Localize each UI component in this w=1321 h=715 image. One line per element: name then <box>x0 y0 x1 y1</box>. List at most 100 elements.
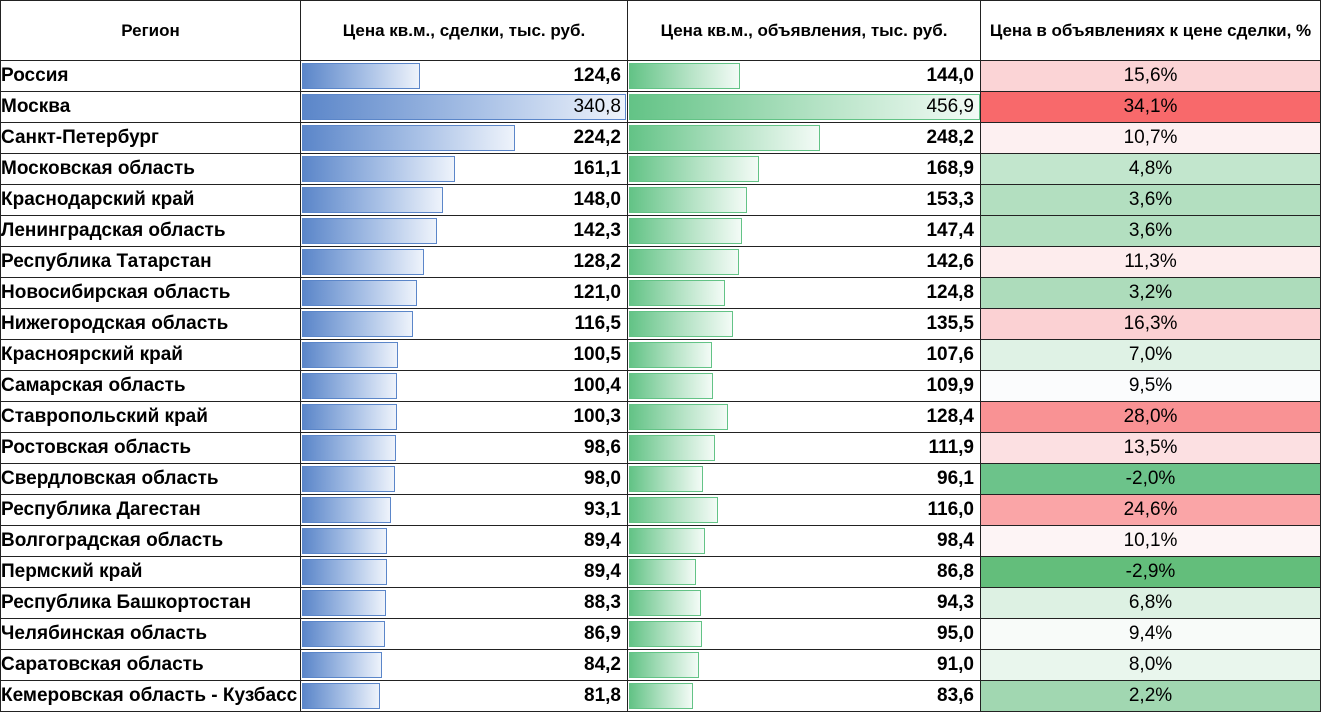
ad-price-cell: 128,4 <box>627 401 981 433</box>
table-row: Новосибирская область 121,0 124,8 3,2% <box>0 277 1321 309</box>
ratio-cell: 15,6% <box>980 60 1321 92</box>
table-row: Челябинская область 86,9 95,0 9,4% <box>0 618 1321 650</box>
table-row: Московская область 161,1 168,9 4,8% <box>0 153 1321 185</box>
ad-price-value: 107,6 <box>926 344 974 365</box>
deal-price-cell: 88,3 <box>300 587 628 619</box>
ad-price-value: 124,8 <box>926 282 974 303</box>
deal-price-cell: 148,0 <box>300 184 628 216</box>
deal-price-bar <box>302 218 437 244</box>
ratio-cell: 10,7% <box>980 122 1321 154</box>
deal-price-value: 121,0 <box>573 282 621 303</box>
header-ad-price: Цена кв.м., объявления, тыс. руб. <box>627 0 981 61</box>
deal-price-cell: 224,2 <box>300 122 628 154</box>
table-row: Красноярский край 100,5 107,6 7,0% <box>0 339 1321 371</box>
region-cell: Кемеровская область - Кузбасс <box>0 680 301 712</box>
ad-price-cell: 109,9 <box>627 370 981 402</box>
deal-price-bar <box>302 125 515 151</box>
deal-price-value: 340,8 <box>573 96 621 117</box>
deal-price-bar <box>302 249 424 275</box>
deal-price-cell: 124,6 <box>300 60 628 92</box>
ratio-cell: 16,3% <box>980 308 1321 340</box>
ad-price-bar <box>629 63 740 89</box>
region-cell: Саратовская область <box>0 649 301 681</box>
ad-price-bar <box>629 125 820 151</box>
table-row: Ростовская область 98,6 111,9 13,5% <box>0 432 1321 464</box>
ad-price-bar <box>629 435 715 461</box>
deal-price-value: 84,2 <box>584 654 621 675</box>
ad-price-cell: 168,9 <box>627 153 981 185</box>
deal-price-bar <box>302 342 398 368</box>
ad-price-value: 91,0 <box>937 654 974 675</box>
region-cell: Санкт-Петербург <box>0 122 301 154</box>
deal-price-bar <box>302 404 397 430</box>
region-cell: Республика Башкортостан <box>0 587 301 619</box>
deal-price-cell: 98,6 <box>300 432 628 464</box>
ad-price-cell: 111,9 <box>627 432 981 464</box>
table-body: Россия 124,6 144,0 15,6% Москва 340,8 456,9 34,… <box>0 60 1321 712</box>
region-cell: Ростовская область <box>0 432 301 464</box>
ad-price-bar <box>629 683 693 709</box>
ad-price-value: 135,5 <box>926 313 974 334</box>
table-row: Санкт-Петербург 224,2 248,2 10,7% <box>0 122 1321 154</box>
ad-price-bar <box>629 280 725 306</box>
deal-price-value: 89,4 <box>584 530 621 551</box>
deal-price-bar <box>302 311 413 337</box>
region-cell: Пермский край <box>0 556 301 588</box>
deal-price-value: 128,2 <box>573 251 621 272</box>
ratio-cell: 24,6% <box>980 494 1321 526</box>
table-row: Самарская область 100,4 109,9 9,5% <box>0 370 1321 402</box>
region-cell: Ленинградская область <box>0 215 301 247</box>
region-cell: Московская область <box>0 153 301 185</box>
region-cell: Нижегородская область <box>0 308 301 340</box>
table-row: Республика Башкортостан 88,3 94,3 6,8% <box>0 587 1321 619</box>
ratio-cell: 3,6% <box>980 215 1321 247</box>
deal-price-value: 100,4 <box>573 375 621 396</box>
deal-price-value: 161,1 <box>573 158 621 179</box>
ad-price-value: 96,1 <box>937 468 974 489</box>
ad-price-value: 111,9 <box>928 437 974 458</box>
header-ratio: Цена в объявлениях к цене сделки, % <box>980 0 1321 61</box>
deal-price-cell: 161,1 <box>300 153 628 185</box>
region-cell: Россия <box>0 60 301 92</box>
deal-price-bar <box>302 466 395 492</box>
ad-price-value: 147,4 <box>926 220 974 241</box>
ad-price-value: 94,3 <box>937 592 974 613</box>
deal-price-value: 142,3 <box>573 220 621 241</box>
deal-price-bar <box>302 280 417 306</box>
ratio-cell: 3,2% <box>980 277 1321 309</box>
ad-price-cell: 96,1 <box>627 463 981 495</box>
deal-price-bar <box>302 621 385 647</box>
ratio-cell: 2,2% <box>980 680 1321 712</box>
ad-price-bar <box>629 621 702 647</box>
ad-price-value: 109,9 <box>926 375 974 396</box>
region-cell: Ставропольский край <box>0 401 301 433</box>
deal-price-cell: 121,0 <box>300 277 628 309</box>
ratio-cell: 34,1% <box>980 91 1321 123</box>
ad-price-bar <box>629 466 703 492</box>
deal-price-cell: 84,2 <box>300 649 628 681</box>
deal-price-cell: 142,3 <box>300 215 628 247</box>
deal-price-bar <box>302 373 397 399</box>
deal-price-cell: 98,0 <box>300 463 628 495</box>
ad-price-bar <box>629 404 728 430</box>
region-cell: Москва <box>0 91 301 123</box>
deal-price-value: 98,0 <box>584 468 621 489</box>
deal-price-value: 224,2 <box>573 127 621 148</box>
ad-price-cell: 153,3 <box>627 184 981 216</box>
deal-price-value: 148,0 <box>573 189 621 210</box>
ad-price-cell: 456,9 <box>627 91 981 123</box>
ratio-cell: 6,8% <box>980 587 1321 619</box>
deal-price-cell: 100,4 <box>300 370 628 402</box>
deal-price-bar <box>302 683 380 709</box>
ad-price-bar <box>629 528 705 554</box>
ad-price-cell: 144,0 <box>627 60 981 92</box>
ad-price-cell: 142,6 <box>627 246 981 278</box>
deal-price-bar <box>302 590 386 616</box>
table-row: Волгоградская область 89,4 98,4 10,1% <box>0 525 1321 557</box>
deal-price-bar <box>302 94 626 120</box>
deal-price-value: 81,8 <box>584 685 621 706</box>
ad-price-cell: 116,0 <box>627 494 981 526</box>
ad-price-bar <box>629 590 701 616</box>
ad-price-value: 95,0 <box>937 623 974 644</box>
ad-price-value: 168,9 <box>926 158 974 179</box>
